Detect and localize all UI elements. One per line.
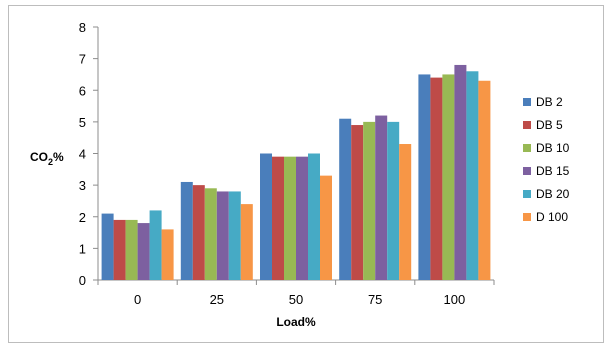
bar (399, 144, 412, 280)
bar (260, 153, 272, 280)
bar (284, 156, 296, 280)
legend-label: DB 20 (536, 187, 570, 201)
bar (387, 121, 400, 280)
bar (454, 64, 467, 280)
bar (161, 229, 174, 280)
x-tick-label: 75 (368, 292, 382, 307)
x-axis-label: Load% (276, 315, 316, 329)
bar (180, 181, 193, 280)
bar (430, 77, 443, 280)
x-ticks: 0 25 50 75 100 (97, 280, 495, 307)
legend-label: D 100 (536, 210, 568, 224)
bar (216, 191, 229, 280)
bar (228, 191, 241, 280)
bar (320, 175, 332, 280)
y-tick-label: 3 (79, 178, 86, 193)
bar (240, 204, 253, 280)
bar (192, 185, 205, 280)
bar (478, 80, 491, 280)
y-tick-label: 5 (79, 115, 86, 130)
bar (113, 219, 126, 280)
y-axis-label: CO2% (30, 150, 64, 167)
y-tick-label: 8 (79, 20, 86, 35)
x-tick-label: 50 (289, 292, 303, 307)
legend-swatch (523, 213, 531, 221)
bar (149, 210, 162, 280)
legend: DB 2 DB 5 DB 10 DB 15 DB 20 D 100 (523, 95, 570, 224)
bar (375, 115, 388, 280)
y-tick-label: 2 (79, 210, 86, 225)
bar (308, 153, 320, 280)
legend-swatch (523, 167, 531, 175)
bar (363, 121, 376, 280)
bar (101, 213, 114, 280)
y-ticks: 0 1 2 3 4 5 6 7 8 (79, 20, 98, 288)
x-tick-label: 100 (444, 292, 466, 307)
y-tick-label: 1 (79, 241, 86, 256)
legend-swatch (523, 190, 531, 198)
bars (101, 64, 491, 281)
bar (296, 156, 308, 280)
y-tick-label: 6 (79, 83, 86, 98)
y-tick-label: 4 (79, 147, 86, 162)
x-tick-label: 0 (134, 292, 141, 307)
bar (339, 118, 352, 281)
legend-swatch (523, 144, 531, 152)
bar (137, 223, 150, 280)
x-tick-label: 25 (210, 292, 224, 307)
legend-label: DB 5 (536, 118, 563, 132)
bar (125, 219, 138, 280)
bar (272, 156, 284, 280)
bar (351, 125, 364, 280)
legend-swatch (523, 121, 531, 129)
legend-label: DB 2 (536, 95, 563, 109)
bar (466, 71, 479, 281)
legend-swatch (523, 98, 531, 106)
legend-label: DB 15 (536, 164, 570, 178)
bar (204, 188, 217, 280)
bar (442, 74, 455, 280)
bar (418, 74, 431, 280)
y-tick-label: 7 (79, 52, 86, 67)
legend-label: DB 10 (536, 141, 570, 155)
y-tick-label: 0 (79, 273, 86, 288)
